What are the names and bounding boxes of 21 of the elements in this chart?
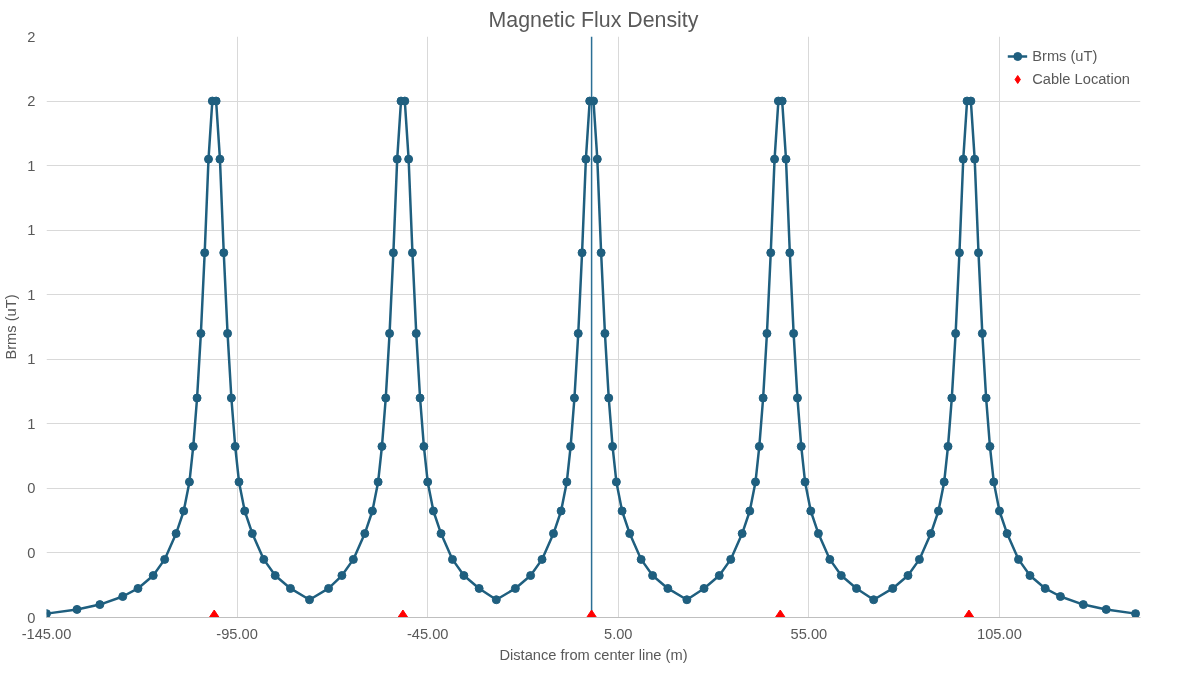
legend-label: Cable Location: [1032, 71, 1130, 87]
legend-label: Brms (uT): [1032, 48, 1098, 64]
x-axis-title: Distance from center line (m): [499, 646, 688, 663]
y-tick-label: 2: [27, 28, 36, 45]
y-tick-label: 0: [27, 609, 36, 626]
y-tick-label: 0: [27, 544, 36, 561]
x-tick-label: -95.00: [216, 625, 258, 642]
x-tick-label: 55.00: [790, 625, 828, 642]
y-tick-label: 0: [27, 480, 36, 497]
y-tick-label: 1: [27, 415, 36, 432]
y-tick-label: 2: [27, 93, 36, 110]
chart-title: Magnetic Flux Density: [488, 7, 699, 32]
y-tick-label: 1: [27, 222, 36, 239]
y-axis-title: Brms (uT): [3, 294, 20, 360]
y-tick-label: 1: [27, 157, 36, 174]
x-tick-label: -45.00: [406, 625, 449, 642]
y-tick-label: 1: [27, 351, 36, 368]
y-tick-label: 1: [27, 286, 36, 303]
x-tick-label: 5.00: [604, 625, 633, 642]
x-tick-label: -145.00: [21, 625, 72, 642]
x-tick-label: 105.00: [977, 625, 1022, 642]
